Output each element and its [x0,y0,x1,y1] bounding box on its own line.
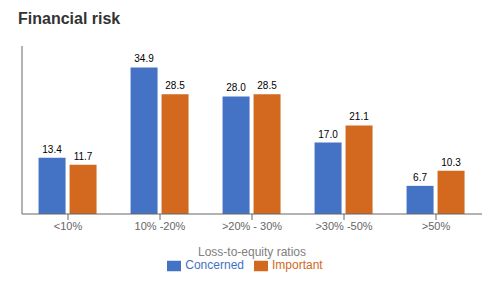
svg-text:6.7: 6.7 [413,172,427,183]
svg-text:<10%: <10% [54,220,83,232]
svg-text:28.5: 28.5 [257,80,277,91]
svg-text:>20% - 30%: >20% - 30% [222,220,282,232]
svg-text:17.0: 17.0 [318,129,338,140]
svg-text:>30% -50%: >30% -50% [315,220,372,232]
html-text:Financial risk: Financial risk [18,10,121,27]
svg-text:28.5: 28.5 [165,80,185,91]
svg-text:13.4: 13.4 [42,144,62,155]
svg-text:11.7: 11.7 [74,151,93,162]
svg-text:21.1: 21.1 [349,111,369,122]
svg-text:10% -20%: 10% -20% [135,220,186,232]
svg-text:28.0: 28.0 [226,82,246,93]
svg-text:Loss-to-equity ratios: Loss-to-equity ratios [198,245,306,259]
html-text:Concerned: Concerned [185,258,244,272]
svg-text:>50%: >50% [422,220,451,232]
svg-text:10.3: 10.3 [441,157,461,168]
html-text:Important: Important [272,258,323,272]
svg-text:34.9: 34.9 [134,53,154,64]
